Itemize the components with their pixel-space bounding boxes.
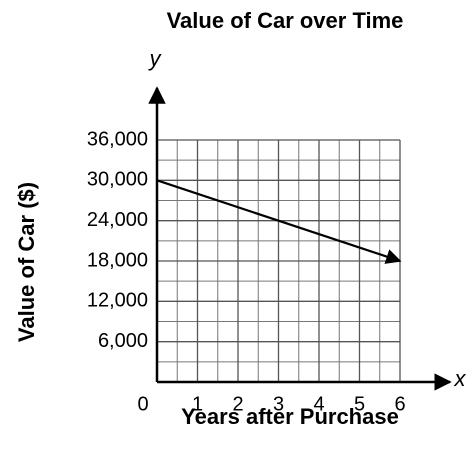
x-tick-label: 3 — [273, 393, 284, 415]
chart-title: Value of Car over Time — [167, 8, 404, 33]
y-tick-label: 6,000 — [98, 330, 148, 352]
y-tick-label: 36,000 — [87, 128, 148, 150]
y-tick-label: 12,000 — [87, 290, 148, 312]
x-tick-label: 1 — [192, 393, 203, 415]
data-line — [156, 179, 402, 264]
y-tick-label: 30,000 — [87, 169, 148, 191]
y-axis-name: y — [148, 46, 163, 71]
y-tick-label: 18,000 — [87, 249, 148, 271]
x-axis-name: x — [454, 366, 467, 391]
x-axis-label: Years after Purchase — [181, 404, 399, 429]
x-tick-label: 6 — [394, 393, 405, 415]
y-axis-label: Value of Car ($) — [14, 182, 39, 342]
x-tick-label: 4 — [313, 393, 324, 415]
x-tick-label: 2 — [232, 393, 243, 415]
x-tick-label: 0 — [137, 393, 148, 415]
y-tick-label: 24,000 — [87, 209, 148, 231]
x-tick-label: 5 — [354, 393, 365, 415]
